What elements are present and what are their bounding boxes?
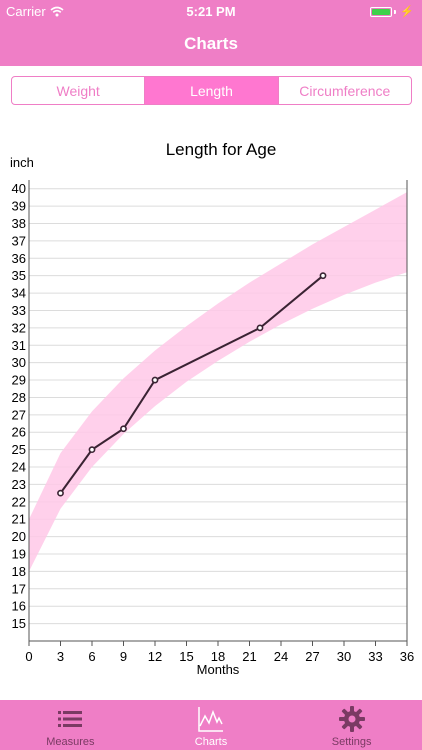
x-tick-label: 21 xyxy=(242,649,256,664)
list-icon xyxy=(58,711,83,727)
data-point[interactable] xyxy=(256,324,264,332)
wifi-icon xyxy=(50,6,64,17)
charging-icon: ⚡ xyxy=(400,6,414,18)
y-tick-label: 31 xyxy=(12,338,26,353)
y-tick-label: 30 xyxy=(12,355,26,370)
y-tick-label: 19 xyxy=(12,547,26,562)
y-tick-label: 25 xyxy=(12,442,26,457)
y-tick-label: 23 xyxy=(12,477,26,492)
segment-length[interactable]: Length xyxy=(145,77,279,104)
length-for-age-chart: Length for Age inch Months 15 16 17 18 19 20 2… xyxy=(0,130,422,690)
page-title: Charts xyxy=(184,34,238,53)
carrier-label: Carrier xyxy=(6,4,46,19)
y-tick-label: 37 xyxy=(12,233,26,248)
x-tick-label: 6 xyxy=(88,649,95,664)
y-tick-label: 20 xyxy=(12,529,26,544)
x-tick-label: 12 xyxy=(148,649,162,664)
data-point[interactable] xyxy=(57,489,64,497)
status-bar: Carrier 5:21 PM ⚡ xyxy=(0,0,422,22)
x-tick-label: 36 xyxy=(400,649,414,664)
x-tick-label: 3 xyxy=(57,649,64,664)
y-tick-label: 35 xyxy=(12,268,26,283)
y-tick-label: 21 xyxy=(12,512,26,527)
x-tick-label: 24 xyxy=(274,649,288,664)
navigation-bar: Charts xyxy=(0,22,422,66)
y-tick-label: 40 xyxy=(12,181,26,196)
y-tick-label: 32 xyxy=(12,320,26,335)
data-point[interactable] xyxy=(319,272,327,280)
x-tick-label: 0 xyxy=(25,649,32,664)
chart-type-segmented-control: Weight Length Circumference xyxy=(11,76,412,105)
tab-bar: Measures Charts Settings xyxy=(0,700,422,750)
chart-canvas: Length for Age inch Months 15 16 17 18 19 20 2… xyxy=(10,140,414,677)
segment-weight[interactable]: Weight xyxy=(12,77,146,104)
tab-settings[interactable]: Settings xyxy=(281,700,422,750)
data-point[interactable] xyxy=(88,446,96,454)
x-tick-label: 27 xyxy=(305,649,319,664)
y-tick-label: 29 xyxy=(12,373,26,388)
x-tick-label: 9 xyxy=(120,649,127,664)
y-tick-label: 24 xyxy=(12,460,26,475)
tab-charts[interactable]: Charts xyxy=(141,700,282,750)
data-point[interactable] xyxy=(151,376,159,384)
tab-measures-label: Measures xyxy=(46,736,95,748)
y-axis-label: inch xyxy=(10,155,34,170)
x-axis-label: Months xyxy=(197,662,240,677)
y-tick-label: 38 xyxy=(12,216,26,231)
data-point[interactable] xyxy=(120,425,127,433)
y-tick-label: 39 xyxy=(12,199,26,214)
segment-circumference[interactable]: Circumference xyxy=(299,82,391,99)
y-tick-label: 34 xyxy=(12,286,26,301)
tab-charts-label: Charts xyxy=(194,736,228,748)
length-series-line xyxy=(59,274,324,494)
tab-measures[interactable]: Measures xyxy=(0,700,141,750)
y-tick-label: 36 xyxy=(12,251,26,266)
y-tick-label: 26 xyxy=(12,425,26,440)
chart-icon xyxy=(198,707,223,732)
x-tick-label: 33 xyxy=(368,649,382,664)
y-tick-label: 22 xyxy=(12,494,26,509)
x-tick-label: 15 xyxy=(179,649,193,664)
y-tick-label: 15 xyxy=(12,616,26,631)
y-tick-label: 18 xyxy=(12,564,26,579)
chart-title: Length for Age xyxy=(166,140,277,159)
y-tick-label: 28 xyxy=(12,390,26,405)
x-tick-label: 18 xyxy=(211,649,225,664)
y-tick-label: 16 xyxy=(12,599,26,614)
gear-icon xyxy=(338,706,365,732)
normal-range-band xyxy=(29,192,407,572)
status-time: 5:21 PM xyxy=(186,4,236,19)
carrier-info: Carrier xyxy=(6,4,64,19)
y-tick-label: 17 xyxy=(12,581,26,596)
tab-settings-label: Settings xyxy=(331,736,372,748)
y-tick-label: 27 xyxy=(12,407,26,422)
y-tick-label: 33 xyxy=(12,303,26,318)
battery-icon xyxy=(370,6,393,17)
x-tick-label: 30 xyxy=(337,649,351,664)
battery-indicator: ⚡ xyxy=(370,5,414,18)
